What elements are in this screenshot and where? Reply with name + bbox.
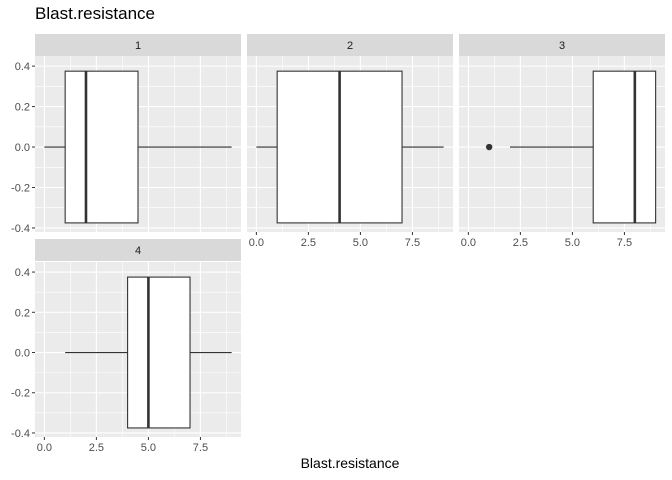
x-tick-label: 5.0 (565, 237, 580, 249)
x-tick-label: 5.0 (141, 442, 156, 454)
box-iqr (592, 70, 657, 224)
x-axis-label: Blast.resistance (300, 455, 400, 471)
box-iqr (64, 70, 139, 224)
x-tick-label: 0.0 (461, 237, 476, 249)
outlier-point (485, 143, 493, 151)
y-tick-label: -0.4 (11, 223, 30, 235)
facet-strip (247, 34, 453, 56)
y-tick-label: 0.0 (15, 348, 30, 360)
y-tick-label: -0.2 (11, 182, 30, 194)
facet-strip (35, 239, 241, 261)
y-tick-label: -0.2 (11, 388, 30, 400)
x-tick-label: 2.5 (513, 237, 528, 249)
y-tick-label: 0.2 (15, 102, 30, 114)
x-tick-label: 0.0 (37, 442, 52, 454)
facet-strip-label: 1 (135, 40, 141, 52)
x-tick-label: 7.5 (617, 237, 632, 249)
x-tick-label: 2.5 (301, 237, 316, 249)
facet-strip-label: 3 (559, 40, 565, 52)
x-tick-label: 2.5 (89, 442, 104, 454)
x-tick-label: 0.0 (249, 237, 264, 249)
box-iqr (127, 276, 191, 429)
x-tick-label: 5.0 (353, 237, 368, 249)
y-tick-label: -0.4 (11, 428, 30, 440)
y-tick-label: 0.0 (15, 142, 30, 154)
y-tick-label: 0.2 (15, 307, 30, 319)
y-tick-label: 0.4 (15, 61, 30, 73)
x-tick-label: 7.5 (405, 237, 420, 249)
x-tick-label: 7.5 (193, 442, 208, 454)
y-tick-label: 0.4 (15, 267, 30, 279)
facet-strip (35, 34, 241, 56)
chart-title: Blast.resistance (35, 4, 155, 23)
facet-strip-label: 4 (135, 245, 141, 257)
facet-strip-label: 2 (347, 40, 353, 52)
facet-strip (459, 34, 665, 56)
